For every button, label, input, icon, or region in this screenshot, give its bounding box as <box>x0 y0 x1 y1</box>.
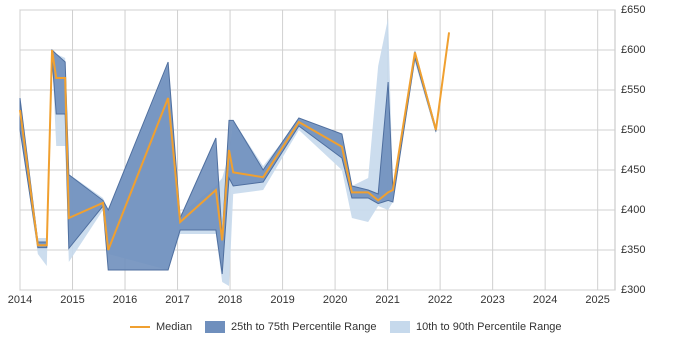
x-tick-label: 2019 <box>270 294 294 306</box>
y-tick-label: £550 <box>621 84 645 96</box>
y-tick-label: £650 <box>621 4 645 16</box>
legend-label: 10th to 90th Percentile Range <box>416 321 562 333</box>
median-line <box>19 32 451 251</box>
y-tick-label: £400 <box>621 204 645 216</box>
x-tick-label: 2023 <box>480 294 504 306</box>
legend-swatch <box>390 321 410 333</box>
x-tick-label: 2016 <box>113 294 137 306</box>
x-tick-label: 2017 <box>165 294 189 306</box>
y-tick-label: £600 <box>621 44 645 56</box>
x-tick-label: 2022 <box>428 294 452 306</box>
x-tick-label: 2024 <box>533 294 557 306</box>
x-tick-label: 2025 <box>585 294 609 306</box>
y-tick-label: £300 <box>621 284 645 296</box>
y-tick-label: £350 <box>621 244 645 256</box>
x-tick-label: 2015 <box>60 294 84 306</box>
x-tick-label: 2014 <box>8 294 32 306</box>
legend-swatch <box>205 321 225 333</box>
y-tick-label: £500 <box>621 124 645 136</box>
legend: Median 25th to 75th Percentile Range 10th … <box>130 321 562 333</box>
y-tick-label: £450 <box>621 164 645 176</box>
legend-label: Median <box>156 321 192 333</box>
x-tick-label: 2018 <box>218 294 242 306</box>
x-tick-label: 2020 <box>323 294 347 306</box>
legend-label: 25th to 75th Percentile Range <box>231 321 377 333</box>
x-tick-label: 2021 <box>375 294 399 306</box>
